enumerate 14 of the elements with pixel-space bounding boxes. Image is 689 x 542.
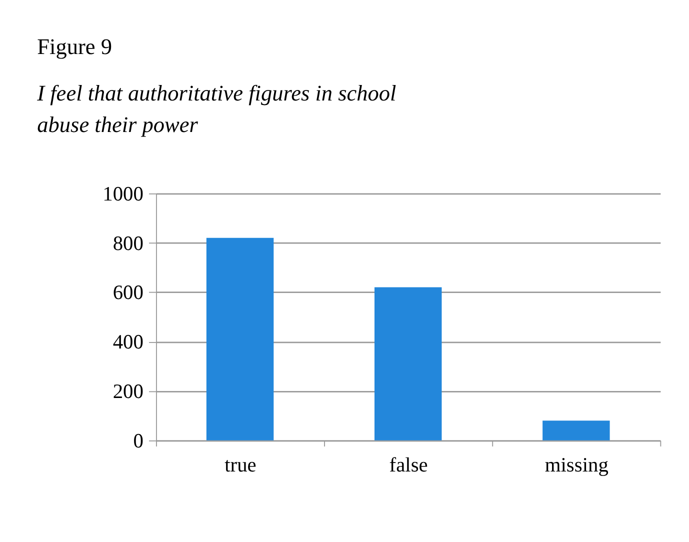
y-tick-label: 0 xyxy=(133,430,144,452)
bar xyxy=(206,238,274,440)
y-tick-label: 600 xyxy=(112,282,144,304)
y-tick-label: 400 xyxy=(112,332,144,354)
y-tick-label: 200 xyxy=(112,380,144,403)
x-tick-label: true xyxy=(224,454,256,477)
y-tick-label: 800 xyxy=(112,232,144,255)
chart-title: Figure 9 xyxy=(37,34,112,60)
chart-subtitle: I feel that authoritative figures in school abuse their power xyxy=(36,80,396,138)
x-tick-label: false xyxy=(389,454,428,477)
bar xyxy=(374,287,442,440)
bar xyxy=(542,420,610,440)
y-tick-label: 1000 xyxy=(102,183,144,206)
x-tick-label: missing xyxy=(544,454,608,477)
